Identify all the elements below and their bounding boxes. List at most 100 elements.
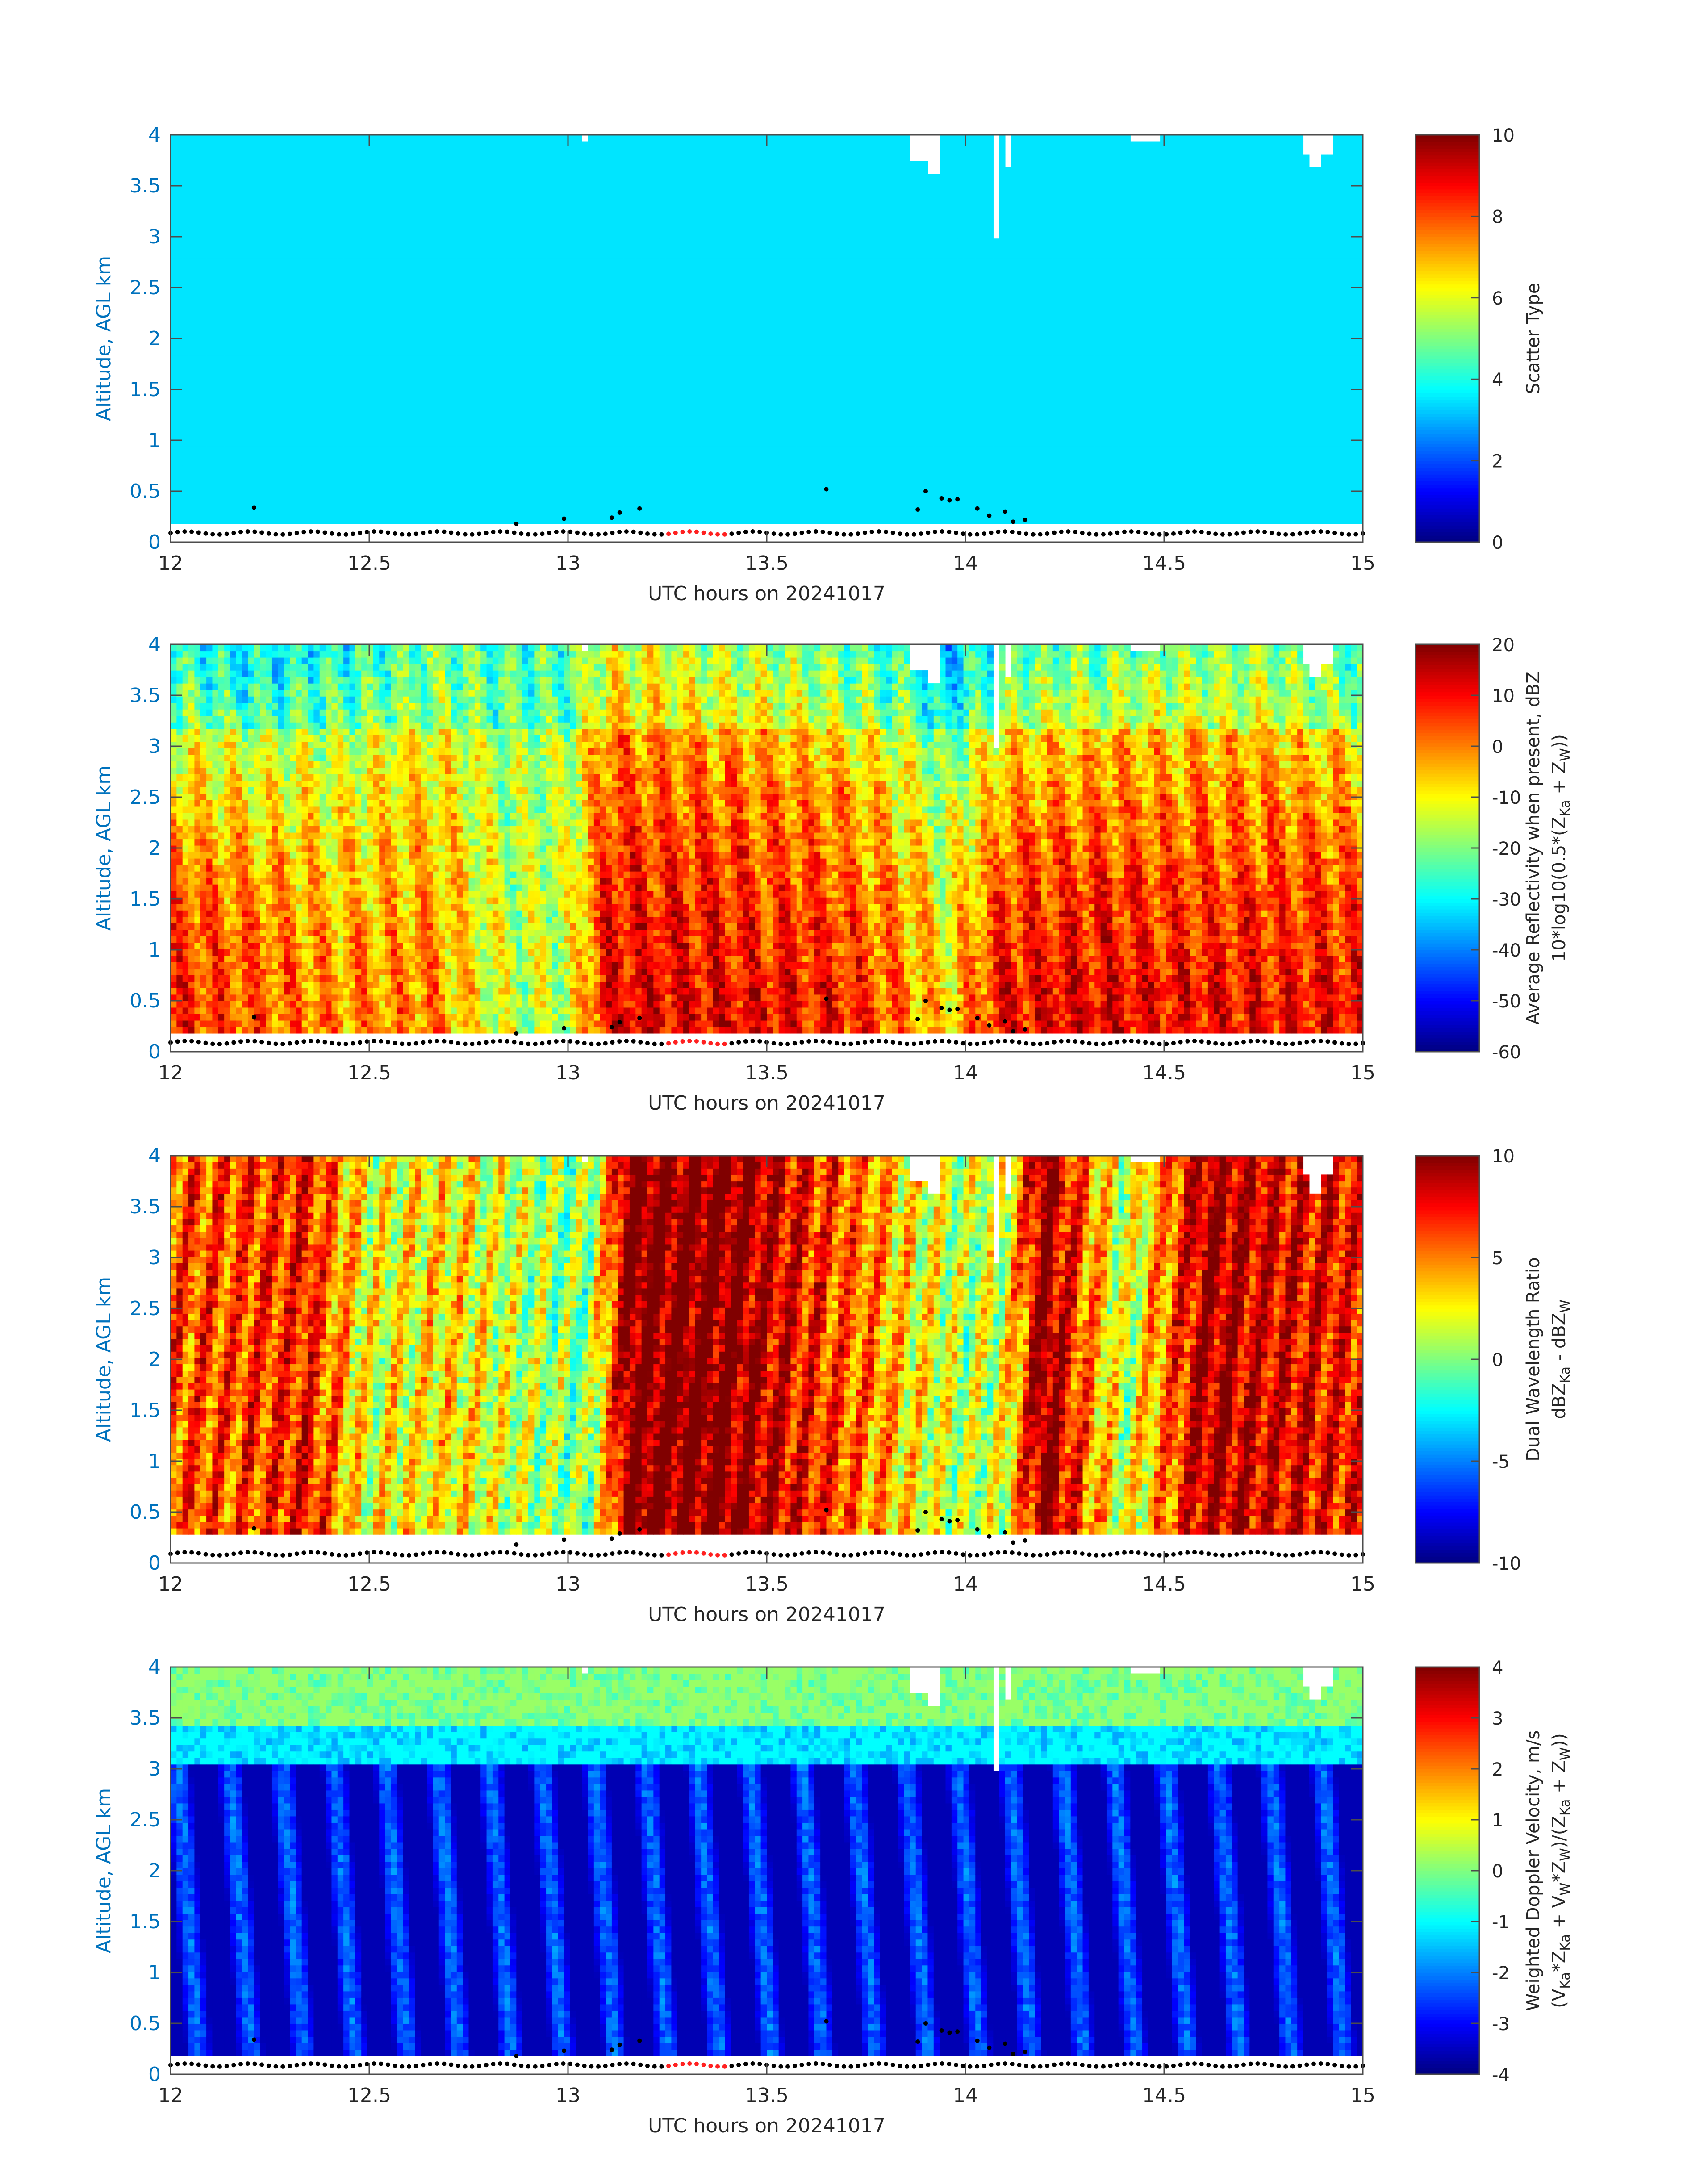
heatmap-cell [385, 407, 392, 414]
heatmap-cell [373, 238, 380, 245]
heatmap-cell [409, 167, 415, 174]
heatmap-cell [290, 232, 296, 239]
heatmap-cell [397, 323, 403, 330]
heatmap-cell [188, 316, 195, 323]
heatmap-cell [206, 433, 213, 440]
heatmap-cell [403, 336, 409, 343]
heatmap-cell [200, 485, 207, 492]
heatmap-cell [367, 459, 374, 466]
heatmap-cell [176, 206, 183, 213]
heatmap-cell [308, 426, 314, 433]
heatmap-cell [391, 375, 397, 381]
heatmap-cell [230, 375, 237, 381]
heatmap-cell [236, 498, 242, 505]
heatmap-cell [236, 511, 242, 518]
heatmap-cell [355, 465, 362, 472]
heatmap-cell [224, 297, 230, 304]
heatmap-cell [320, 381, 326, 388]
heatmap-cell [272, 478, 278, 485]
heatmap-cell [385, 401, 392, 407]
heatmap-cell [218, 343, 225, 349]
heatmap-cell [248, 264, 255, 271]
heatmap-cell [266, 517, 272, 524]
heatmap-cell [248, 446, 255, 453]
heatmap-cell [379, 407, 385, 414]
heatmap-cell [171, 232, 177, 239]
heatmap-cell [296, 258, 302, 265]
heatmap-cell [266, 433, 272, 440]
heatmap-cell [206, 187, 213, 193]
heatmap-cell [373, 206, 380, 213]
heatmap-cell [171, 446, 177, 453]
heatmap-cell [218, 219, 225, 226]
heatmap-cell [331, 251, 338, 258]
heatmap-cell [272, 355, 278, 362]
heatmap-cell [194, 245, 200, 252]
heatmap-cell [326, 355, 332, 362]
heatmap-cell [361, 439, 367, 446]
heatmap-cell [367, 478, 374, 485]
heatmap-cell [278, 511, 284, 518]
heatmap-cell [171, 394, 177, 401]
heatmap-cell [361, 219, 367, 226]
heatmap-cell [176, 446, 183, 453]
heatmap-cell [290, 316, 296, 323]
heatmap-cell [320, 174, 326, 180]
heatmap-cell [391, 213, 397, 219]
heatmap-cell [248, 459, 255, 466]
heatmap-cell [236, 323, 242, 330]
heatmap-cell [224, 284, 230, 291]
heatmap-cell [272, 323, 278, 330]
heatmap-cell [403, 206, 409, 213]
heatmap-cell [284, 517, 290, 524]
heatmap-cell [272, 414, 278, 420]
heatmap-cell [266, 381, 272, 388]
heatmap-cell [278, 258, 284, 265]
heatmap-cell [272, 504, 278, 511]
heatmap-cell [320, 245, 326, 252]
heatmap-cell [391, 174, 397, 180]
heatmap-cell [230, 264, 237, 271]
heatmap-cell [212, 452, 218, 459]
heatmap-cell [350, 362, 356, 368]
heatmap-cell [230, 504, 237, 511]
heatmap-cell [361, 245, 367, 252]
heatmap-cell [290, 148, 296, 155]
heatmap-cell [218, 362, 225, 368]
heatmap-cell [379, 213, 385, 219]
heatmap-cell [200, 155, 207, 161]
heatmap-cell [183, 303, 189, 310]
heatmap-cell [320, 368, 326, 375]
heatmap-cell [284, 439, 290, 446]
heatmap-cell [397, 232, 403, 239]
heatmap-cell [248, 394, 255, 401]
heatmap-cell [242, 362, 248, 368]
heatmap-cell [379, 148, 385, 155]
heatmap-cell [194, 161, 200, 167]
heatmap-cell [254, 297, 260, 304]
heatmap-cell [183, 349, 189, 355]
heatmap-cell [385, 238, 392, 245]
heatmap-cell [338, 485, 344, 492]
heatmap-cell [343, 504, 350, 511]
heatmap-cell [242, 174, 248, 180]
heatmap-cell [171, 148, 177, 155]
heatmap-cell [236, 277, 242, 284]
heatmap-cell [171, 511, 177, 518]
heatmap-cell [266, 238, 272, 245]
heatmap-cell [385, 355, 392, 362]
heatmap-cell [367, 329, 374, 336]
heatmap-cell [308, 349, 314, 355]
heatmap-cell [284, 180, 290, 187]
heatmap-cell [224, 439, 230, 446]
heatmap-cell [218, 433, 225, 440]
heatmap-cell [206, 213, 213, 219]
heatmap-cell [338, 401, 344, 407]
heatmap-cell [230, 407, 237, 414]
heatmap-cell [230, 206, 237, 213]
heatmap-cell [320, 238, 326, 245]
heatmap-cell [254, 187, 260, 193]
heatmap-cell [403, 517, 409, 524]
heatmap-cell [355, 284, 362, 291]
heatmap-cell [338, 303, 344, 310]
